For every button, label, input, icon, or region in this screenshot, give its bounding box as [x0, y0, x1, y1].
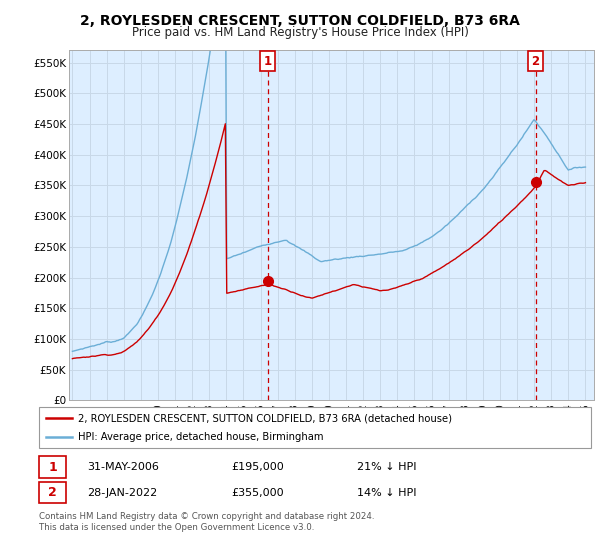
Text: HPI: Average price, detached house, Birmingham: HPI: Average price, detached house, Birm… — [78, 432, 323, 442]
Text: 21% ↓ HPI: 21% ↓ HPI — [357, 462, 416, 472]
Text: 28-JAN-2022: 28-JAN-2022 — [87, 488, 157, 498]
Text: £355,000: £355,000 — [231, 488, 284, 498]
Text: 1: 1 — [263, 54, 272, 68]
Text: Contains HM Land Registry data © Crown copyright and database right 2024.
This d: Contains HM Land Registry data © Crown c… — [39, 512, 374, 532]
Text: £195,000: £195,000 — [231, 462, 284, 472]
Text: Price paid vs. HM Land Registry's House Price Index (HPI): Price paid vs. HM Land Registry's House … — [131, 26, 469, 39]
Text: 31-MAY-2006: 31-MAY-2006 — [87, 462, 159, 472]
Text: 1: 1 — [48, 460, 57, 474]
Text: 2, ROYLESDEN CRESCENT, SUTTON COLDFIELD, B73 6RA (detached house): 2, ROYLESDEN CRESCENT, SUTTON COLDFIELD,… — [78, 413, 452, 423]
Text: 2: 2 — [532, 54, 539, 68]
Text: 2, ROYLESDEN CRESCENT, SUTTON COLDFIELD, B73 6RA: 2, ROYLESDEN CRESCENT, SUTTON COLDFIELD,… — [80, 14, 520, 28]
Text: 2: 2 — [48, 486, 57, 500]
Text: 14% ↓ HPI: 14% ↓ HPI — [357, 488, 416, 498]
